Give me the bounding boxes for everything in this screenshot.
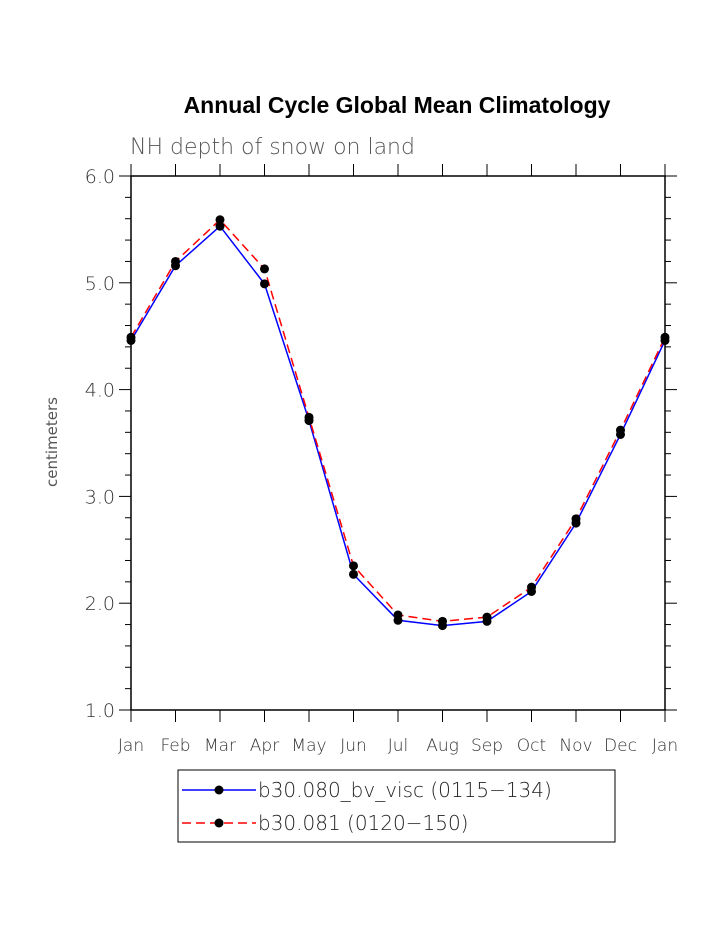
legend-marker-1 — [214, 818, 224, 828]
data-point-s1-4 — [304, 412, 314, 422]
data-point-s1-3 — [260, 264, 269, 274]
data-point-s1-10 — [571, 514, 581, 524]
x-tick-label: May — [291, 736, 326, 756]
data-point-s0-5 — [349, 569, 358, 579]
data-point-s1-11 — [616, 425, 625, 435]
legend-label-1: b30.081 (0120−150) — [258, 811, 468, 835]
data-point-s0-3 — [260, 279, 269, 289]
series-points — [126, 215, 670, 631]
y-tick-label: 3.0 — [85, 486, 115, 508]
data-point-s1-5 — [349, 561, 358, 571]
plot-frame — [130, 175, 666, 711]
x-axis: Jan Feb Mar Apr May Jun Jul Aug Sep Oct Nov Dec Jan — [118, 164, 678, 756]
x-tick-label: Apr — [250, 736, 279, 756]
legend-marker-0 — [214, 785, 224, 795]
x-tick-label: Mar — [204, 736, 236, 756]
data-point-s1-0 — [126, 332, 136, 342]
data-point-s1-8 — [482, 612, 492, 622]
chart-subtitle: NH depth of snow on land — [130, 135, 415, 160]
y-tick-label: 1.0 — [85, 700, 115, 722]
series-lines — [130, 218, 666, 627]
legend-box — [177, 769, 616, 843]
x-tick-label: Jun — [340, 736, 367, 756]
data-point-s1-2 — [215, 215, 225, 225]
x-tick-label: Oct — [517, 736, 546, 756]
x-tick-label: Jul — [388, 736, 409, 756]
data-point-s1-6 — [393, 610, 403, 620]
x-tick-label: Feb — [160, 736, 190, 756]
x-tick-label: Nov — [559, 736, 592, 756]
legend-label-0: b30.080_bv_visc (0115−134) — [258, 778, 552, 802]
series-line-0 — [130, 225, 666, 627]
x-tick-label: Sep — [471, 736, 503, 756]
legend: b30.080_bv_visc (0115−134) b30.081 (0120−… — [177, 769, 616, 843]
y-tick-label: 4.0 — [85, 380, 115, 402]
data-point-s1-12 — [660, 332, 670, 342]
y-axis: 1.0 2.0 3.0 4.0 5.0 6.0 — [85, 166, 677, 722]
y-tick-label: 6.0 — [85, 166, 115, 188]
y-axis-label: centimeters — [43, 397, 61, 487]
y-tick-label: 2.0 — [85, 593, 115, 615]
series-line-1 — [130, 218, 666, 623]
y-tick-label: 5.0 — [85, 273, 115, 295]
x-tick-label: Aug — [426, 736, 459, 756]
data-point-s0-2 — [215, 221, 225, 231]
data-point-s1-7 — [438, 616, 447, 626]
chart-title: Annual Cycle Global Mean Climatology — [184, 92, 611, 118]
data-point-s1-9 — [527, 582, 536, 592]
x-tick-label: Jan — [652, 736, 678, 756]
data-point-s1-1 — [171, 256, 180, 266]
x-tick-label: Dec — [604, 736, 637, 756]
x-tick-label: Jan — [118, 736, 144, 756]
